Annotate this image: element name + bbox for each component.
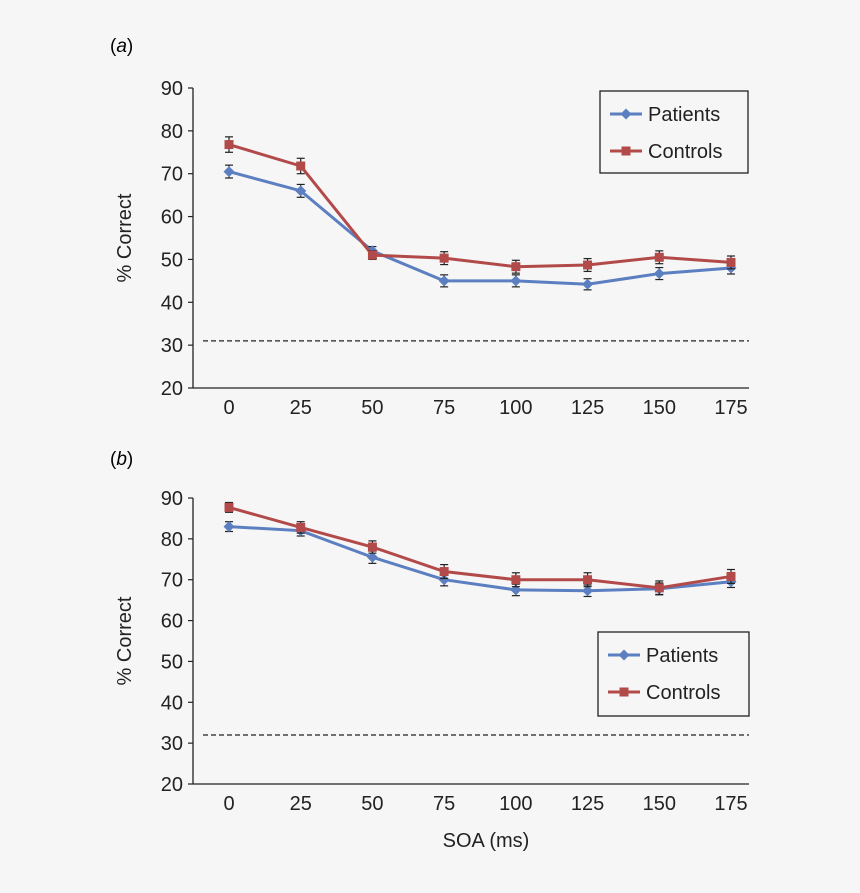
- data-point-square: [511, 575, 521, 585]
- data-point-square: [224, 140, 234, 150]
- data-point-diamond: [223, 166, 235, 178]
- x-tick-label: 0: [223, 397, 234, 419]
- x-tick-label: 125: [571, 793, 604, 815]
- y-axis-label: % Correct: [114, 193, 136, 282]
- data-point-square: [439, 253, 449, 263]
- data-point-diamond: [653, 268, 665, 280]
- data-point-square: [583, 260, 593, 270]
- legend-box: [597, 631, 750, 717]
- data-point-square: [296, 522, 306, 532]
- legend-label: Controls: [648, 141, 722, 163]
- y-tick-label: 70: [161, 570, 183, 592]
- y-tick-label: 90: [161, 488, 183, 510]
- legend-marker-square: [621, 146, 631, 156]
- data-point-square: [367, 542, 377, 552]
- y-tick-label: 80: [161, 529, 183, 551]
- data-point-diamond: [510, 275, 522, 287]
- legend-box: [599, 90, 749, 174]
- x-tick-label: 150: [643, 793, 676, 815]
- x-axis-label: SOA (ms): [443, 830, 530, 852]
- data-point-square: [439, 567, 449, 577]
- data-point-square: [726, 257, 736, 267]
- data-point-square: [511, 262, 521, 272]
- chart-panel-a: (a) 20 30 40 50 60 70 80 90 0 25 50 75 100 125 150 175 % …: [110, 36, 749, 419]
- data-point-diamond: [295, 185, 307, 197]
- data-point-square: [654, 252, 664, 262]
- x-tick-label: 150: [643, 397, 676, 419]
- data-point-diamond: [223, 521, 235, 533]
- panel-label-open-paren: (: [110, 36, 117, 57]
- x-tick-label: 100: [499, 793, 532, 815]
- panel-label: (b): [110, 449, 133, 470]
- series-line: [228, 525, 732, 593]
- y-tick-label: 60: [161, 207, 183, 229]
- x-tick-label: 0: [223, 793, 234, 815]
- legend-label: Controls: [646, 682, 720, 704]
- series-line: [228, 143, 732, 269]
- data-point-diamond: [438, 275, 450, 287]
- legend-marker-square: [619, 687, 629, 697]
- legend-label: Patients: [646, 645, 718, 667]
- y-tick-label: 20: [161, 774, 183, 796]
- panel-label-open-paren: (: [110, 449, 117, 470]
- panel-label-close-paren: ): [127, 449, 133, 470]
- y-tick-label: 40: [161, 692, 183, 714]
- x-tick-label: 125: [571, 397, 604, 419]
- panel-label-close-paren: ): [127, 36, 133, 57]
- x-tick-label: 100: [499, 397, 532, 419]
- legend: Patients Controls: [599, 90, 749, 174]
- x-tick-label: 175: [714, 397, 747, 419]
- chart-panel-b: (b) 20 30 40 50 60 70 80 90 0 25 50 75 100 125 150 175 % …: [110, 449, 750, 852]
- data-point-square: [583, 575, 593, 585]
- y-tick-label: 30: [161, 733, 183, 755]
- y-tick-label: 90: [161, 78, 183, 100]
- legend-marker-diamond: [618, 649, 630, 661]
- y-axis-label: % Correct: [114, 596, 136, 685]
- panel-label: (a): [110, 36, 133, 57]
- x-tick-label: 50: [361, 397, 383, 419]
- y-tick-label: 40: [161, 292, 183, 314]
- x-tick-label: 25: [290, 793, 312, 815]
- data-point-diamond: [438, 574, 450, 586]
- y-tick-label: 30: [161, 335, 183, 357]
- y-tick-label: 70: [161, 164, 183, 186]
- legend-marker-diamond: [620, 108, 632, 120]
- y-tick-label: 50: [161, 651, 183, 673]
- data-point-square: [224, 502, 234, 512]
- data-point-square: [726, 571, 736, 581]
- x-tick-label: 75: [433, 397, 455, 419]
- data-point-square: [367, 250, 377, 260]
- data-point-diamond: [582, 278, 594, 290]
- x-tick-label: 25: [290, 397, 312, 419]
- panel-label-letter: a: [116, 36, 127, 57]
- data-point-diamond: [582, 585, 594, 597]
- y-tick-label: 20: [161, 378, 183, 400]
- data-point-square: [296, 161, 306, 171]
- series-line: [228, 505, 732, 590]
- x-tick-label: 75: [433, 793, 455, 815]
- legend-label: Patients: [648, 104, 720, 126]
- data-point-square: [654, 583, 664, 593]
- series-patients: [223, 164, 737, 291]
- y-tick-label: 60: [161, 611, 183, 633]
- y-tick-label: 80: [161, 121, 183, 143]
- series-controls: [224, 501, 736, 596]
- x-tick-label: 175: [714, 793, 747, 815]
- series-controls: [224, 136, 736, 274]
- data-point-diamond: [366, 551, 378, 563]
- series-line: [228, 170, 732, 286]
- legend: Patients Controls: [597, 631, 750, 717]
- panel-label-letter: b: [116, 449, 127, 470]
- y-tick-label: 50: [161, 249, 183, 271]
- x-tick-label: 50: [361, 793, 383, 815]
